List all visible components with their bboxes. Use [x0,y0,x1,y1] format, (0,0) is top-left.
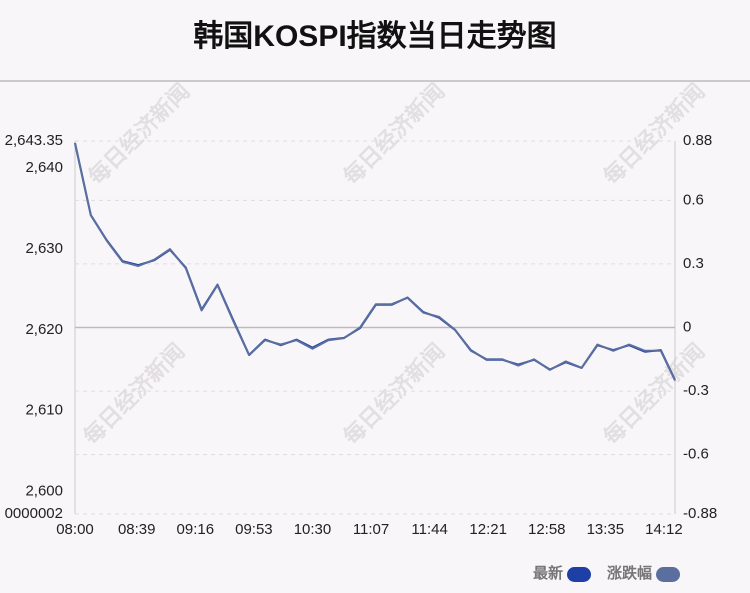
x-tick-label: 10:30 [294,521,332,538]
legend-label: 最新 [533,564,563,582]
y-tick-label: 2,640 [25,159,63,176]
x-tick-label: 09:16 [177,521,215,538]
x-tick-label: 12:21 [469,521,507,538]
y2-tick-label: 0.88 [683,132,712,149]
y2-tick-label: 0.3 [683,255,704,272]
x-tick-label: 13:35 [587,521,625,538]
legend-swatch [656,567,681,582]
x-tick-label: 08:39 [118,521,156,538]
chart-title: 韩国KOSPI指数当日走势图 [193,20,556,53]
y-tick-label: 2,643.35 [5,132,63,149]
legend-label: 涨跌幅 [607,564,652,582]
x-tick-label: 09:53 [235,521,273,538]
x-tick-label: 11:07 [353,521,389,538]
y2-tick-label: 0.6 [683,191,704,208]
y-tick-label: 2,620 [25,321,63,338]
x-tick-label: 14:12 [645,521,683,538]
legend-swatch [567,567,592,582]
y2-tick-label: 0 [683,318,691,335]
y-tick-label: 0000002 [5,505,63,522]
x-tick-label: 11:44 [411,521,447,538]
y2-tick-label: -0.3 [683,382,709,399]
y-tick-label: 2,610 [25,402,63,419]
series-line [74,142,676,381]
x-tick-label: 12:58 [528,521,566,538]
y-tick-label: 2,600 [25,483,63,500]
y2-tick-label: -0.6 [683,446,709,463]
y-tick-label: 2,630 [25,240,63,257]
x-tick-label: 08:00 [56,521,94,538]
y2-tick-label: -0.88 [683,505,717,522]
